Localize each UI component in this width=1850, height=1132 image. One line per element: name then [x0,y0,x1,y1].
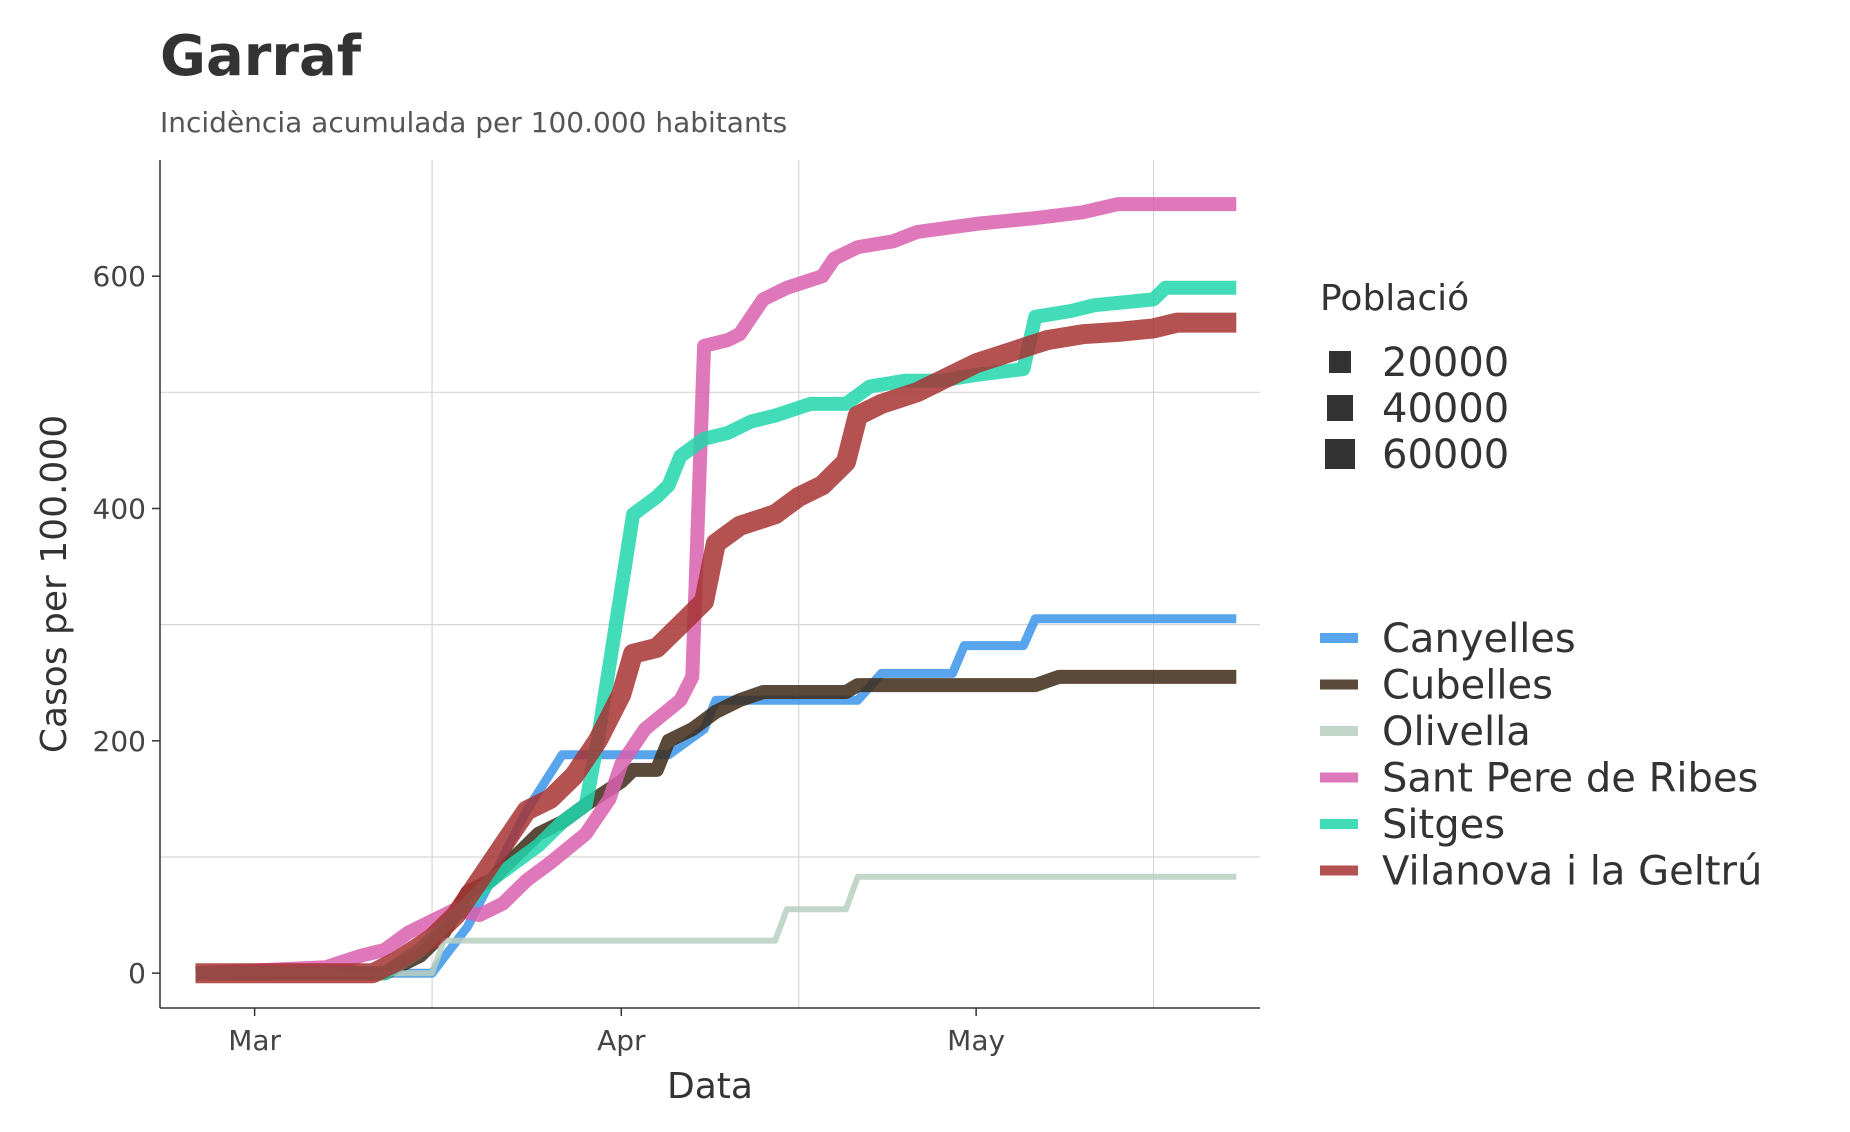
series-line-vilanova-i-la-geltr- [195,312,1237,984]
x-tick-label: Mar [228,1024,281,1057]
legend-label: Vilanova i la Geltrú [1382,849,1762,895]
legend-label: Cubelles [1382,663,1553,709]
series-line-sant-pere-de-ribes [195,197,1237,981]
legend-label: Sitges [1382,802,1505,848]
size-legend-label: 60000 [1382,432,1509,478]
series-line-sitges [195,280,1237,981]
series-line-olivella [195,873,1237,977]
chart-title: Garraf [160,24,362,89]
series-line-cubelles [195,669,1237,981]
legend-label: Olivella [1382,709,1531,755]
legend-label: Canyelles [1382,616,1576,662]
legend-label: Sant Pere de Ribes [1382,756,1758,802]
chart-subtitle: Incidència acumulada per 100.000 habitan… [160,106,788,139]
x-axis-title: Data [667,1066,753,1107]
x-tick-label: Apr [597,1024,646,1057]
size-legend-label: 20000 [1382,340,1509,386]
size-legend-title: Població [1320,278,1469,319]
x-tick-label: May [947,1024,1005,1057]
y-tick-label: 0 [128,957,146,990]
size-legend-key [1329,351,1351,373]
y-tick-label: 600 [93,260,146,293]
y-tick-label: 400 [93,492,146,525]
size-legend-key [1327,395,1353,421]
y-axis-title: Casos per 100.000 [34,415,75,753]
size-legend-label: 40000 [1382,386,1509,432]
y-tick-label: 200 [93,725,146,758]
size-legend-key [1325,439,1355,469]
